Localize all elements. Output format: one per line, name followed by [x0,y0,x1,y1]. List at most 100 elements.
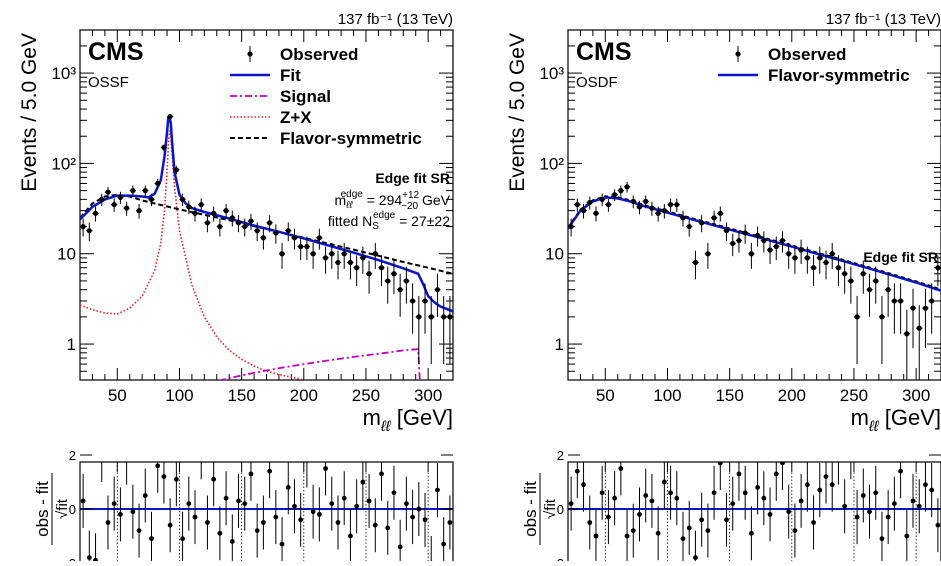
nsig-sub: S [372,221,379,232]
main-plot-area [568,182,941,407]
nsig-sup: edge [373,210,396,221]
observed-point [391,271,396,276]
x-axis-label-m: m [363,405,381,430]
x-tick-label: 200 [290,386,318,405]
fit-info-nsig: fitted NSedge = 27±22 [328,210,450,232]
pull-point [786,509,791,514]
x-tick-label: 50 [596,386,615,405]
observed-point [612,192,617,197]
legend-observed-marker [735,51,740,56]
observed-point [112,202,117,207]
pull-point [724,517,729,522]
observed-point [823,260,828,265]
observed-point [192,211,197,216]
pull-point [681,536,686,541]
observed-point [267,220,272,225]
pull-area [568,425,941,561]
legend-label: Signal [280,87,331,106]
observed-point [168,114,173,119]
observed-point [687,224,692,229]
y-tick-label: 10³ [539,64,564,83]
observed-point [441,314,446,319]
observed-point [186,204,191,209]
pull-point [348,534,353,539]
pull-point [774,472,779,477]
observed-point [329,251,334,256]
pull-point [342,496,347,501]
pull-y-label-den: √fit [54,498,71,519]
x-tick-label: 50 [108,386,127,405]
lumi-label: 137 fb⁻¹ (13 TeV) [338,11,453,28]
observed-point [422,298,427,303]
observed-point [910,306,915,311]
pull-point [793,528,798,533]
observed-point [223,208,228,213]
observed-point [649,206,654,211]
observed-point [935,265,940,270]
observed-point [848,278,853,283]
pull-point [693,555,698,560]
pull-point [873,490,878,495]
observed-point [354,265,359,270]
pull-point [662,480,667,485]
observed-point [854,314,859,319]
fit-info-title: Edge fit SR [863,249,938,265]
observed-point [199,202,204,207]
pull-point [217,531,222,536]
x-axis-label-unit: [GeV] [879,405,941,430]
pull-point [886,515,891,520]
pull-point [242,501,247,506]
x-tick-label: 150 [227,386,255,405]
observed-point [360,255,365,260]
y-tick-label: 10² [51,154,76,173]
x-axis-label-unit: [GeV] [391,405,453,430]
observed-point [385,278,390,283]
pull-point [805,482,810,487]
edge-val: = 294 [363,192,403,208]
pull-frame [80,462,453,561]
pull-point [768,512,773,517]
observed-point [230,215,235,220]
observed-point [242,224,247,229]
observed-point [730,241,735,246]
pull-point [923,482,928,487]
y-tick-label: 10² [539,154,564,173]
pull-point [743,490,748,495]
observed-point [143,188,148,193]
pull-point [298,517,303,522]
pull-point [230,539,235,544]
fit-info-edge: mℓℓedge = 294+12−20 GeV [334,189,450,212]
lumi-label: 137 fb⁻¹ (13 TeV) [826,11,941,28]
pull-point [286,485,291,490]
pull-point [193,515,198,520]
observed-point [124,206,129,211]
legend-label: Observed [768,45,846,64]
pull-point [618,466,623,471]
observed-point [161,145,166,150]
observed-point [631,199,636,204]
pull-point [329,501,334,506]
edge-sup: edge [341,189,364,200]
observed-point [581,208,586,213]
observed-point [373,251,378,256]
pull-point [379,472,384,477]
pull-point [749,531,754,536]
pull-point [336,520,341,525]
pull-point [811,520,816,525]
observed-point [904,331,909,336]
observed-point [569,224,574,229]
observed-point [335,260,340,265]
pull-point [581,482,586,487]
edge-sub: ℓℓ [345,200,353,211]
legend-label: Z+X [280,108,312,127]
pull-point [569,501,574,506]
channel-label: OSSF [88,74,129,91]
observed-point [279,251,284,256]
pull-point [81,499,86,504]
pull-point [385,526,390,531]
observed-point [923,306,928,311]
observed-point [81,224,86,229]
pull-point [625,534,630,539]
pull-point [830,482,835,487]
observed-point [273,230,278,235]
